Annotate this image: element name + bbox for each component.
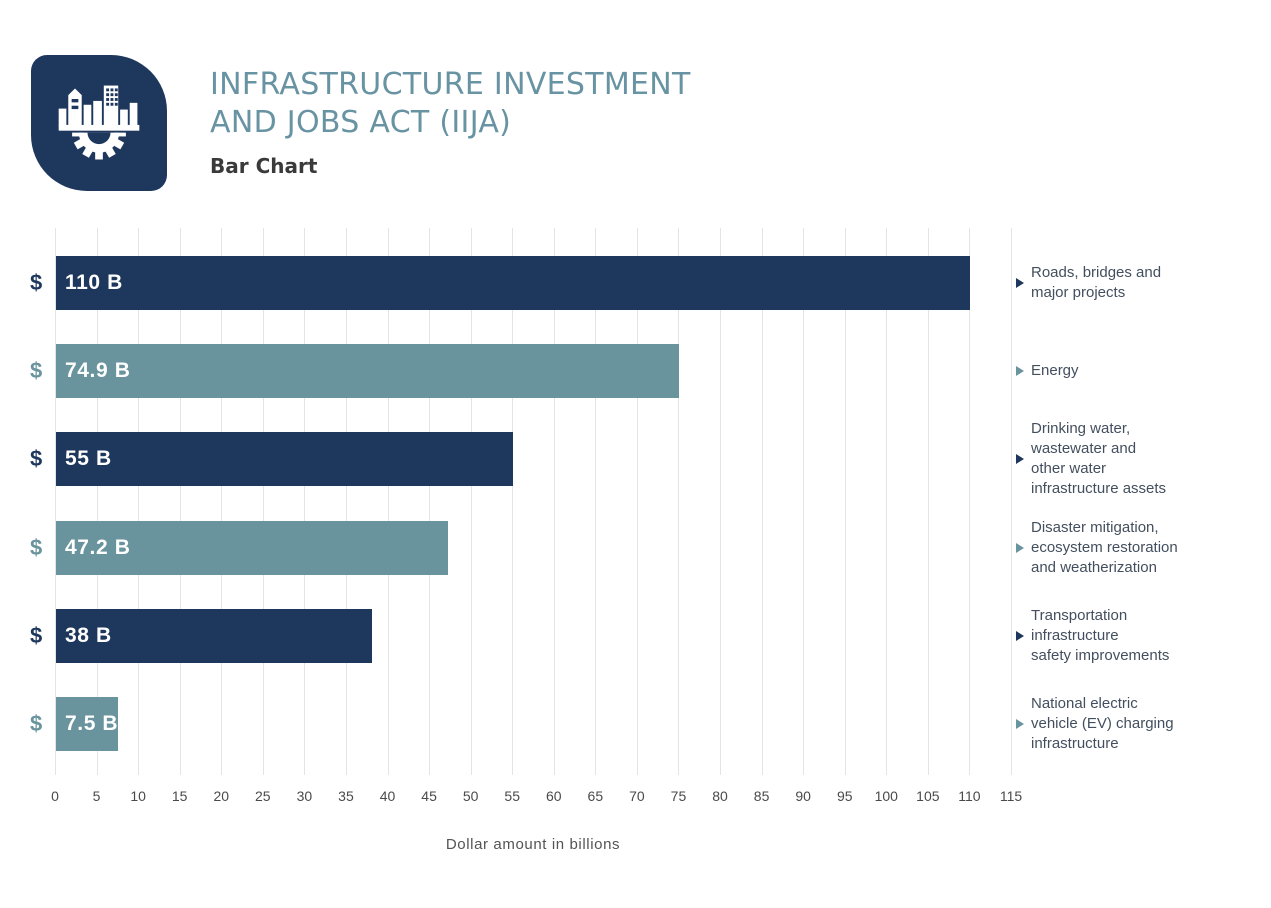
x-tick-label-25: 25 <box>255 788 271 804</box>
x-tick-label-45: 45 <box>421 788 437 804</box>
gridline-20 <box>221 228 223 775</box>
page-title-line-2: AND JOBS ACT (IIJA) <box>210 105 512 140</box>
category-arrow-icon <box>1016 278 1024 288</box>
gridline-115 <box>1011 228 1012 775</box>
bar-6: 7.5 B <box>56 697 119 751</box>
x-tick-label-85: 85 <box>753 788 770 804</box>
bar-5: 38 B <box>56 608 372 663</box>
category-arrow-icon <box>1016 366 1024 377</box>
gridline-50 <box>470 228 472 775</box>
bar-2: 74.9 B <box>56 344 679 399</box>
category-arrow-icon <box>1016 454 1024 465</box>
x-tick-label-40: 40 <box>379 788 396 804</box>
x-tick-label-70: 70 <box>629 788 645 804</box>
x-tick-label-75: 75 <box>670 788 687 804</box>
category-label: Roads, bridges and major projects <box>1031 264 1162 301</box>
x-tick-label-35: 35 <box>338 788 354 804</box>
x-tick-label-55: 55 <box>504 788 520 804</box>
gridline-105 <box>927 228 929 775</box>
gridline-30 <box>304 228 306 775</box>
gridline-110 <box>969 228 971 775</box>
x-tick-label-65: 65 <box>587 788 604 804</box>
gridline-100 <box>886 228 888 775</box>
gridline-90 <box>803 228 805 775</box>
category-label: Disaster mitigation, ecosystem restorati… <box>1031 518 1178 576</box>
gridline-70 <box>636 228 638 775</box>
x-tick-label-5: 5 <box>92 788 101 804</box>
dollar-sign-prefix: $ <box>30 446 43 472</box>
category-label: Drinking water, wastewater and other wat… <box>1031 420 1167 498</box>
gridline-85 <box>761 228 763 775</box>
gridline-25 <box>262 228 264 775</box>
dollar-sign-prefix: $ <box>30 270 43 295</box>
x-tick-label-105: 105 <box>916 788 940 804</box>
x-tick-label-115: 115 <box>999 788 1023 804</box>
gridline-55 <box>512 228 514 775</box>
gridline-0 <box>55 228 56 775</box>
bar-value-label: 74.9 B <box>65 359 131 383</box>
city-gear-icon <box>58 85 140 160</box>
dollar-sign-prefix: $ <box>30 622 43 648</box>
dollar-sign-prefix: $ <box>30 534 43 560</box>
x-tick-label-90: 90 <box>795 788 811 804</box>
x-axis-title: Dollar amount in billions <box>445 836 621 853</box>
bar-value-label: 47.2 B <box>65 535 131 559</box>
gridline-75 <box>678 228 680 775</box>
gridline-60 <box>553 228 555 775</box>
logo <box>31 55 167 191</box>
x-tick-label-30: 30 <box>296 788 313 804</box>
x-tick-label-10: 10 <box>130 788 146 804</box>
x-tick-label-50: 50 <box>462 788 479 804</box>
gridline-95 <box>844 228 846 775</box>
bar-value-label: 7.5 B <box>65 712 119 735</box>
gridline-65 <box>595 228 597 775</box>
bar-value-label: 38 B <box>65 623 112 647</box>
category-label: National electric vehicle (EV) charging … <box>1031 695 1174 752</box>
dollar-sign-prefix: $ <box>30 711 43 736</box>
category-label: Transportation infrastructure safety imp… <box>1031 606 1170 664</box>
x-tick-label-80: 80 <box>712 788 728 804</box>
category-label: Energy <box>1031 362 1079 380</box>
bar-value-label: 55 B <box>65 447 112 471</box>
category-arrow-icon <box>1016 630 1024 641</box>
x-tick-label-20: 20 <box>213 788 230 804</box>
dollar-sign-prefix: $ <box>30 358 43 384</box>
bar-3: 55 B <box>56 432 514 487</box>
header: INFRASTRUCTURE INVESTMENT AND JOBS ACT (… <box>210 66 691 178</box>
gridline-15 <box>179 228 181 775</box>
category-arrow-icon <box>1016 542 1024 553</box>
bar-value-label: 110 B <box>65 271 123 294</box>
bar-4: 47.2 B <box>56 520 449 575</box>
gridline-40 <box>387 228 389 775</box>
gridline-45 <box>429 228 431 775</box>
gridline-35 <box>345 228 347 775</box>
page-title-line-1: INFRASTRUCTURE INVESTMENT <box>210 67 691 102</box>
gridline-5 <box>96 228 98 775</box>
x-tick-label-0: 0 <box>51 788 59 804</box>
chart-type-subtitle: Bar Chart <box>210 154 318 178</box>
gridline-80 <box>720 228 722 775</box>
x-tick-label-15: 15 <box>171 788 188 804</box>
x-tick-label-110: 110 <box>958 788 981 804</box>
category-arrow-icon <box>1016 719 1024 729</box>
bar-1: 110 B <box>56 256 971 310</box>
x-tick-label-60: 60 <box>545 788 562 804</box>
x-tick-label-95: 95 <box>836 788 853 804</box>
x-tick-label-100: 100 <box>874 788 898 804</box>
gridline-10 <box>138 228 140 775</box>
